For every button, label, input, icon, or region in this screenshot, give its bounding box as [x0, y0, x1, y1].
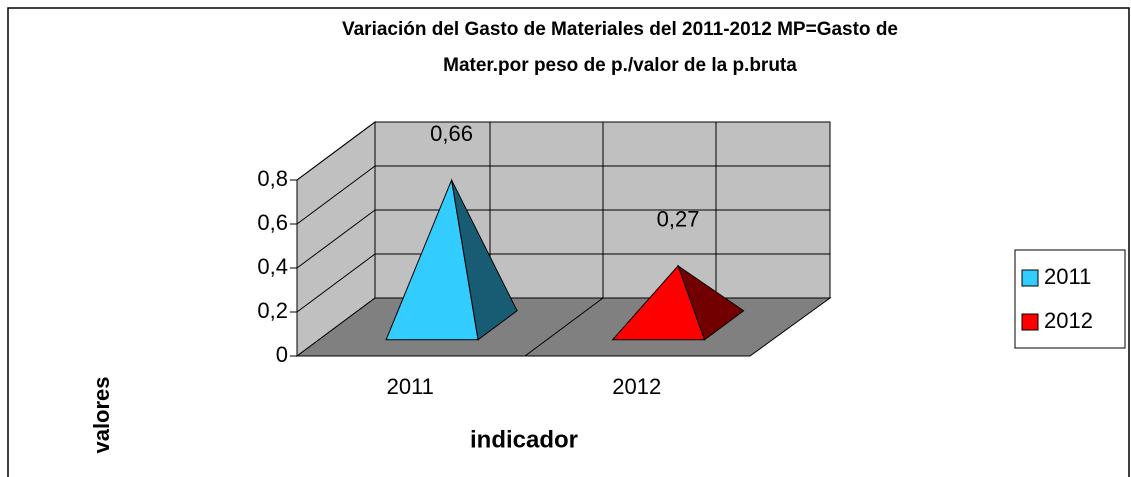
legend-swatch [1021, 269, 1039, 287]
data-label: 0,27 [657, 207, 700, 232]
plot-walls [295, 121, 832, 357]
x-tick-label: 2011 [387, 374, 434, 399]
legend [1014, 249, 1126, 349]
chart-title: Variación del Gasto de Materiales del 20… [342, 19, 898, 40]
x-tick-label: 2012 [612, 374, 661, 399]
y-tick-label: 0,2 [257, 298, 288, 323]
data-label: 0,66 [430, 121, 473, 146]
chart-subtitle: Mater.por peso de p./valor de la p.bruta [443, 55, 797, 76]
grid-line [296, 209, 376, 269]
legend-swatch [1021, 313, 1039, 331]
floor-divider [524, 297, 604, 357]
legend-label: 2012 [1044, 308, 1093, 333]
grid-line [296, 165, 376, 225]
y-tick-label: 0,4 [257, 254, 288, 279]
x-axis-label: indicador [470, 426, 578, 453]
y-tick-label: 0 [276, 342, 288, 367]
y-tick-label: 0,8 [257, 166, 288, 191]
grid-line [296, 121, 376, 181]
pyramid-side [677, 264, 745, 341]
chart-frame [7, 7, 1130, 477]
grid-line [296, 253, 376, 313]
y-tick-label: 0,6 [257, 210, 288, 235]
legend-label: 2011 [1044, 264, 1091, 289]
y-axis-label: valores [89, 376, 114, 453]
pyramid-side [451, 179, 518, 341]
